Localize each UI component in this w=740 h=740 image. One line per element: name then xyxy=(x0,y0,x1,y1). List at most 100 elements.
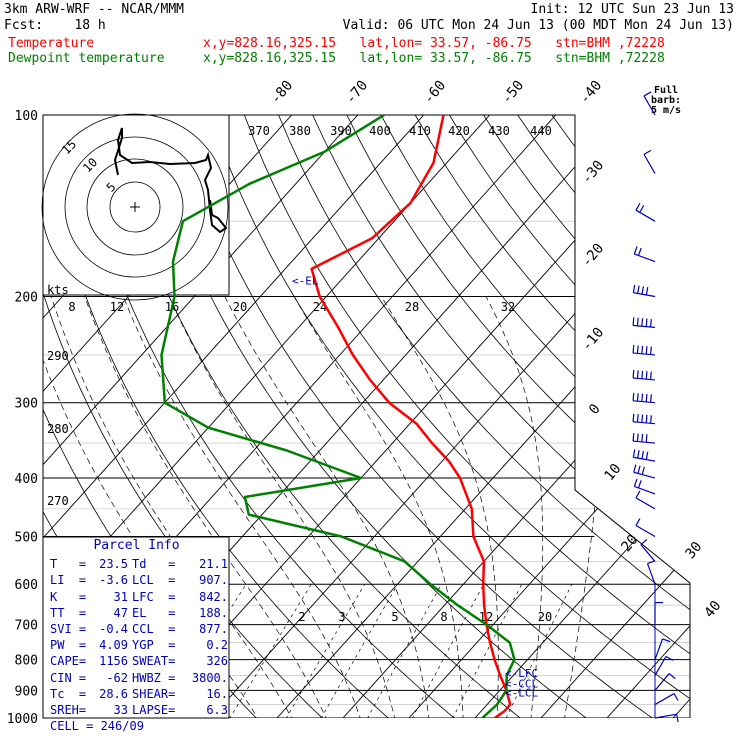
parcel-cell: CELL = 246/09 xyxy=(50,719,144,734)
wind-barb-staff xyxy=(635,524,656,537)
mixing-ratio-label-low: 8 xyxy=(440,610,447,624)
wind-barb xyxy=(643,91,656,116)
temperature-profile xyxy=(310,115,512,718)
dewpoint-legend: Dewpoint temperature xyxy=(8,51,165,66)
parcel-v1: -62 xyxy=(106,670,128,685)
dry-adiabat xyxy=(723,115,740,731)
wind-barb-staff xyxy=(633,352,656,356)
temperature-legend: Temperature xyxy=(8,36,95,51)
dry-adiabat-label: 280 xyxy=(47,422,69,436)
wind-barb-flag xyxy=(635,202,641,211)
parcel-info-title: Parcel Info xyxy=(93,538,180,553)
forecast-hour: Fcst: 18 h xyxy=(4,18,106,33)
parcel-v2: 907. xyxy=(199,573,228,588)
mixing-ratio-label: 32 xyxy=(501,300,515,314)
parcel-k2: SHEAR= xyxy=(132,686,176,701)
theta-label: 420 xyxy=(448,124,470,138)
parcel-k1: T = xyxy=(50,557,87,572)
isotherm-label: 20 xyxy=(618,532,641,555)
parcel-v1: 47 xyxy=(113,605,128,620)
theta-label: 440 xyxy=(530,124,552,138)
parcel-k1: PW = xyxy=(50,638,87,653)
model-title: 3km ARW-WRF -- NCAR/MMM xyxy=(4,2,185,17)
level-marker-el: <-EL xyxy=(292,274,319,287)
mixing-ratio-label-low: 5 xyxy=(391,610,398,624)
wind-barb-staff xyxy=(654,656,667,676)
wind-barb-flag xyxy=(632,369,635,379)
wind-barb-staff xyxy=(633,377,656,381)
wind-barb xyxy=(632,345,656,356)
wind-barb-flag xyxy=(650,415,652,424)
wind-barb-flag xyxy=(645,287,649,296)
wind-barb-flag xyxy=(640,538,648,546)
parcel-info-box: Parcel Info T = 23.5 Td = 21.1 LI = -3.6 LCL =… xyxy=(44,538,229,733)
parcel-k2: LCL = xyxy=(132,573,176,588)
wind-barb-flag xyxy=(650,318,652,328)
isotherm-line xyxy=(672,115,690,718)
wind-barb-flag xyxy=(641,466,645,475)
isotherm-label: -30 xyxy=(579,158,608,188)
pressure-label: 600 xyxy=(15,578,38,593)
wind-barb-flag xyxy=(633,478,638,487)
wind-barb xyxy=(635,490,656,510)
isotherm-label: -50 xyxy=(499,78,528,108)
wind-barb xyxy=(654,638,671,660)
wind-barb-staff xyxy=(635,209,656,222)
isotherm-label: -60 xyxy=(421,78,450,108)
isotherm-label: 10 xyxy=(601,461,624,484)
plot-frame xyxy=(43,114,691,718)
wind-barb-staff xyxy=(654,693,675,706)
wind-legend-title: Full barb: xyxy=(650,85,682,106)
parcel-row: SREH= 33 LAPSE= 6.3 xyxy=(44,702,229,718)
wind-barb-flag xyxy=(637,450,640,459)
dry-adiabat xyxy=(517,115,690,718)
dewpoint-profile xyxy=(160,115,516,718)
wind-barb-flag xyxy=(641,370,644,379)
isotherm-label: -40 xyxy=(577,78,606,108)
parcel-k1: LI = xyxy=(50,573,87,588)
wind-barb-flag xyxy=(647,560,656,565)
isotherm-label: -70 xyxy=(343,78,372,108)
wind-barb-flag xyxy=(676,714,679,723)
dry-adiabat xyxy=(209,115,690,718)
wind-barb-flag xyxy=(641,414,644,423)
parcel-v1: 31 xyxy=(113,589,128,604)
theta-label: 380 xyxy=(289,124,311,138)
wind-barb-flag xyxy=(632,392,635,401)
dry-adiabat-label: 290 xyxy=(47,349,69,363)
wind-barb-staff xyxy=(633,440,656,444)
wind-barb-flag xyxy=(641,393,644,402)
wind-barb-flag xyxy=(641,286,644,295)
wind-barb-staff xyxy=(654,713,677,719)
wind-barb-flag xyxy=(635,518,641,526)
pressure-label: 300 xyxy=(15,397,38,412)
isotherm-line xyxy=(43,115,359,718)
pressure-label: 700 xyxy=(15,619,38,634)
wind-barb xyxy=(633,464,656,479)
parcel-k2: EL = xyxy=(132,605,176,620)
hodograph-units: kts xyxy=(47,283,69,297)
parcel-v2: 0.2 xyxy=(206,638,228,653)
wind-barb xyxy=(632,284,656,298)
wind-barb xyxy=(654,713,679,723)
wind-barb-flag xyxy=(632,284,636,293)
level-marker-lcl: <-LCL xyxy=(505,686,538,699)
wind-barb xyxy=(643,149,656,174)
hodograph-ring xyxy=(86,158,184,256)
mixing-ratio-line xyxy=(360,584,442,718)
moist-adiabat xyxy=(381,296,499,718)
isotherm-line xyxy=(342,115,690,718)
isotherm-line xyxy=(540,115,690,718)
dry-adiabat xyxy=(346,115,690,718)
parcel-row: TT = 47 EL = 188. xyxy=(44,605,229,621)
parcel-v1: 23.5 xyxy=(99,557,128,572)
wind-barb-staff xyxy=(634,253,656,263)
dry-adiabat xyxy=(380,115,690,718)
isotherm-line xyxy=(606,115,690,718)
wind-barb xyxy=(632,369,656,381)
mixing-ratio-line xyxy=(499,584,573,718)
wind-barb-flag xyxy=(650,394,652,403)
wind-barb xyxy=(632,449,656,462)
wind-barb-flag xyxy=(650,346,652,355)
wind-barb-flag xyxy=(645,393,648,402)
